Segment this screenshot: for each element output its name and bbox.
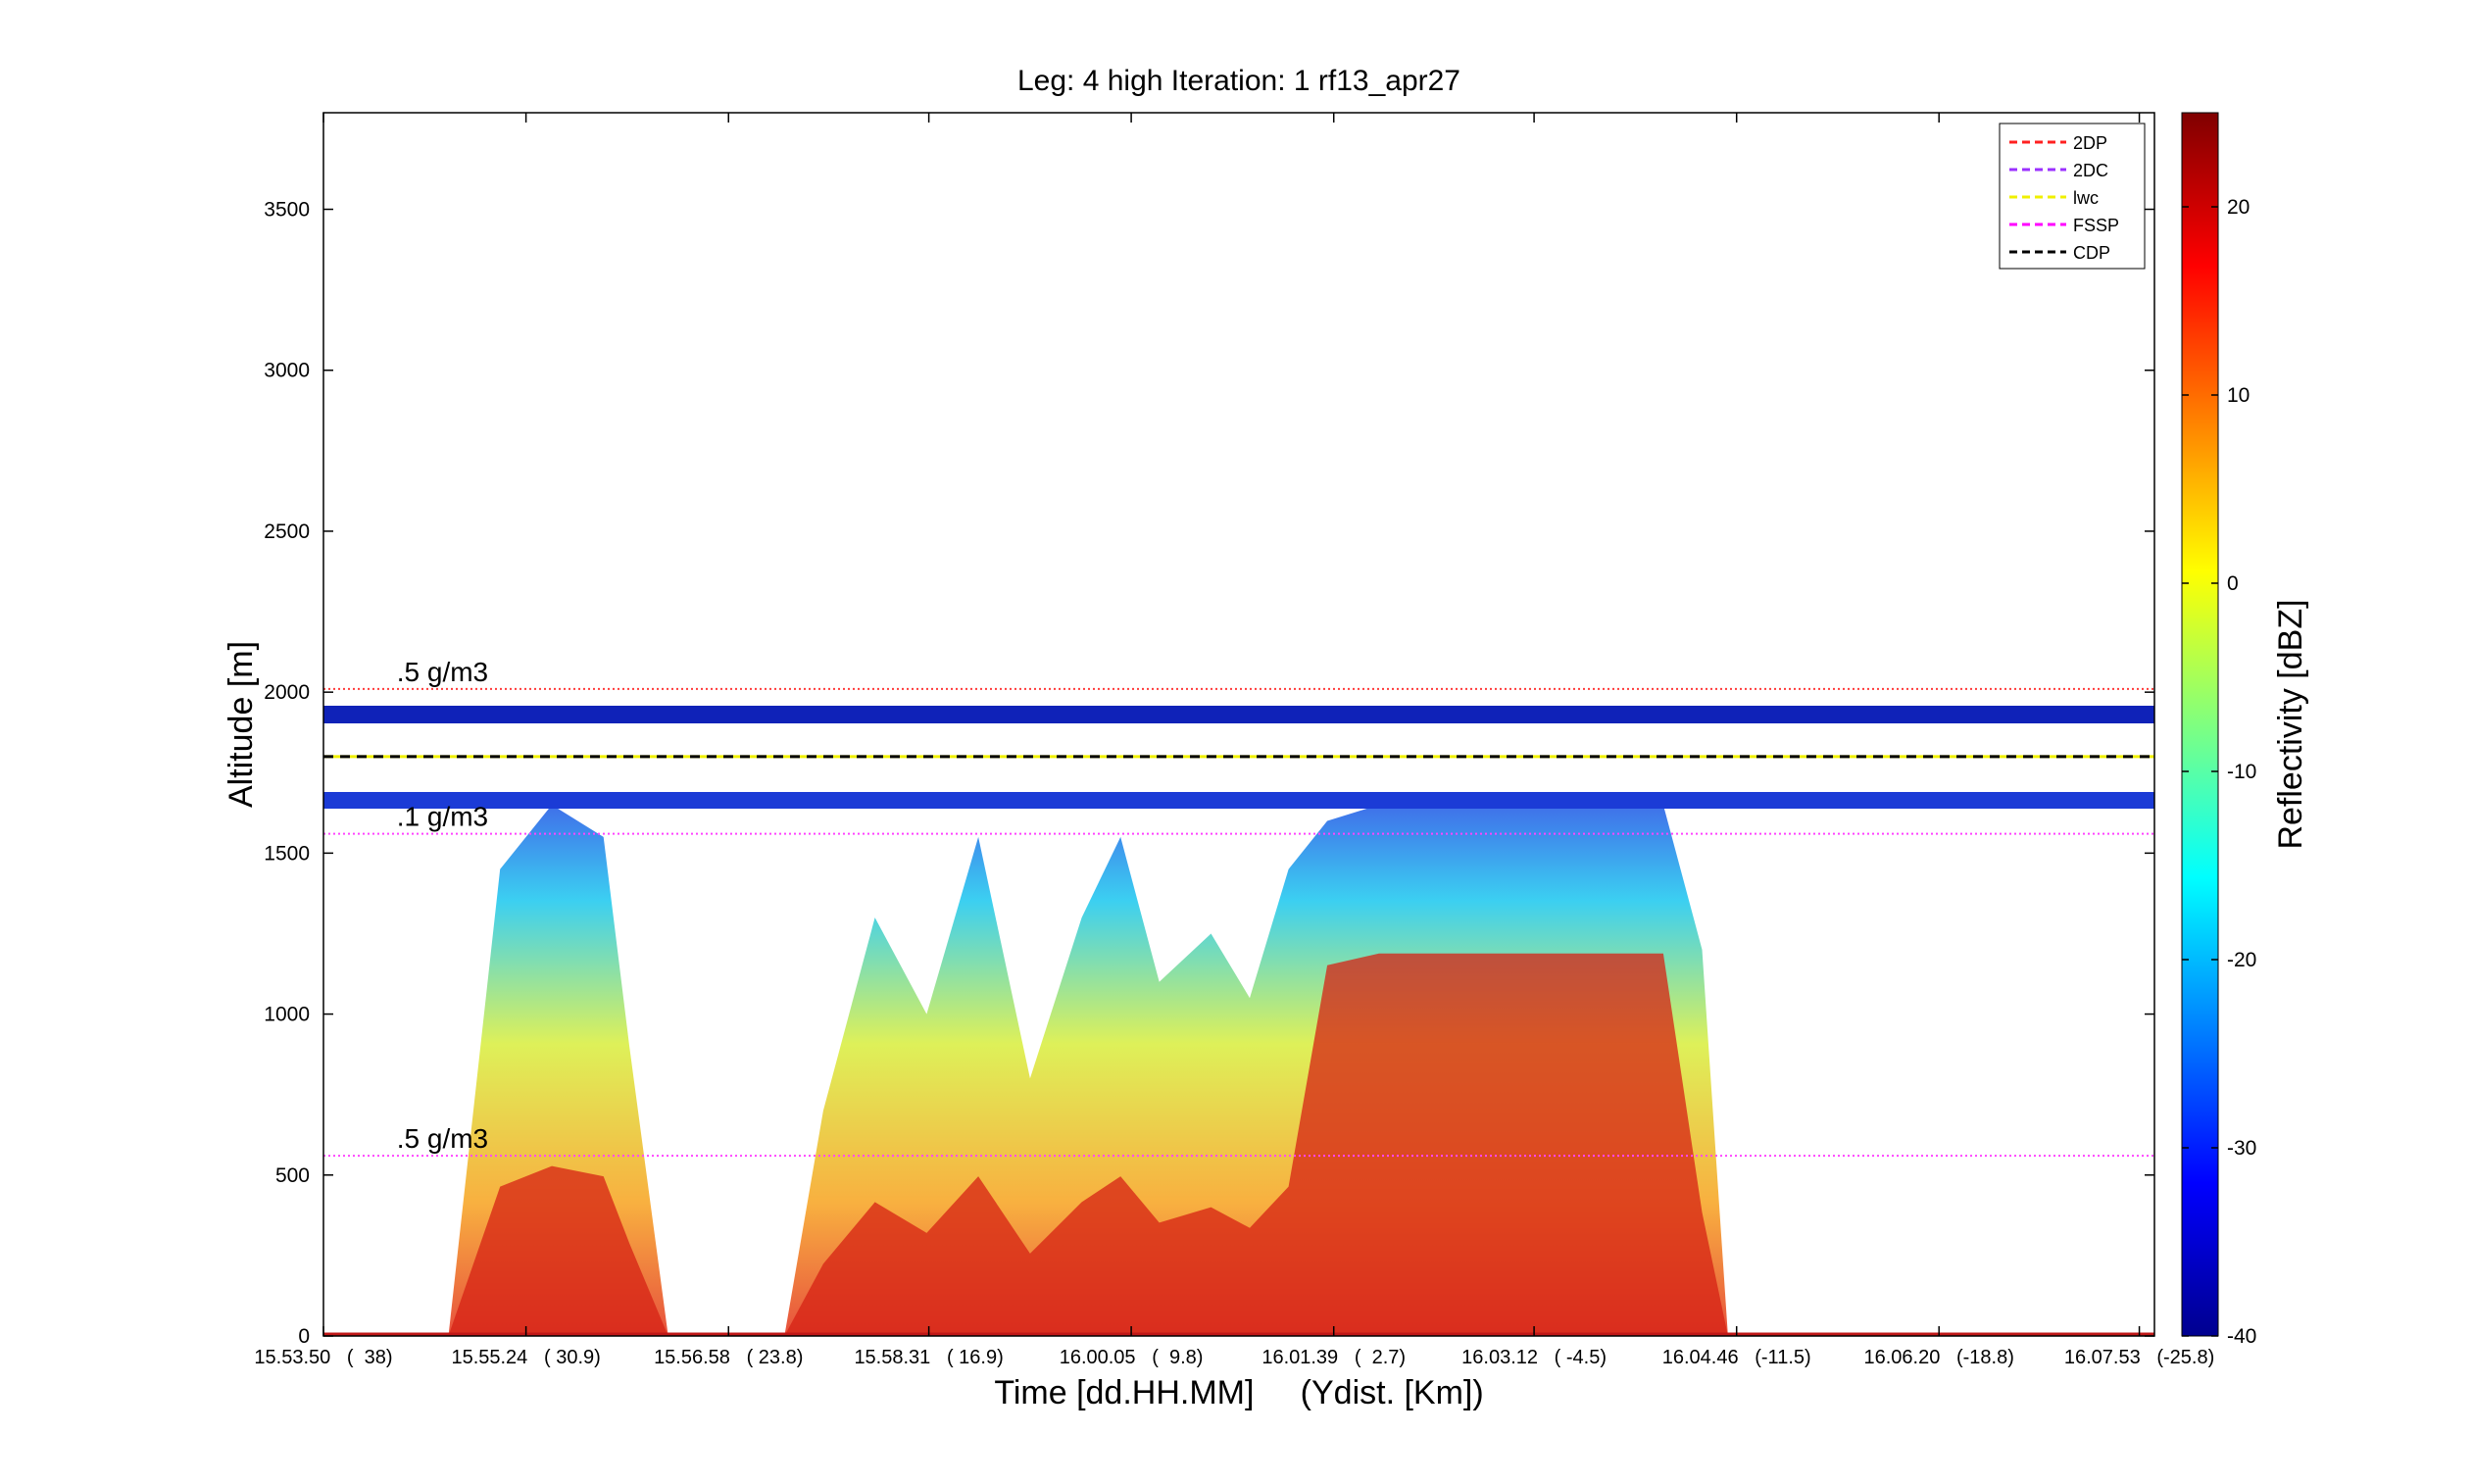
- legend-entry: 2DC: [2073, 161, 2108, 180]
- x-tick-label: 16.03.12 ( -4.5): [1461, 1347, 1607, 1368]
- legend-box: [1999, 123, 2146, 270]
- legend-entry: lwc: [2073, 188, 2099, 208]
- chart-title: Leg: 4 high Iteration: 1 rf13_apr27: [1017, 65, 1460, 97]
- high-reflectivity-core: [323, 953, 2154, 1336]
- reference-line-label: .5 g/m3: [397, 657, 488, 687]
- legend: 2DP 2DC lwc FSSP CDP: [1999, 123, 2146, 270]
- colorbar-tick-label: -30: [2227, 1137, 2256, 1160]
- x-tick-label: 15.56.58 ( 23.8): [654, 1347, 803, 1368]
- reference-line-label: .5 g/m3: [397, 1123, 488, 1154]
- x-tick-label: 16.01.39 ( 2.7): [1261, 1347, 1406, 1368]
- reference-line-label: .1 g/m3: [397, 802, 488, 832]
- y-tick-label: 3500: [264, 199, 310, 222]
- colorbar-tick-label: -20: [2227, 949, 2256, 971]
- x-tick-label: 16.07.53 (-25.8): [2064, 1347, 2214, 1368]
- colorbar: -40 -30 -20 -10 0 10 20: [2181, 112, 2256, 1348]
- reference-lines: [323, 687, 2154, 1158]
- upper-noise-band: [323, 706, 2154, 723]
- x-tick-label: 16.04.46 (-11.5): [1662, 1347, 1811, 1368]
- legend-entry: 2DP: [2073, 133, 2107, 153]
- colorbar-tick-label: 20: [2227, 196, 2250, 219]
- colorbar-tick-label: -10: [2227, 761, 2256, 783]
- x-tick-label: 16.06.20 (-18.8): [1863, 1347, 2013, 1368]
- y-tick-label: 1000: [264, 1004, 310, 1026]
- x-tick-label: 16.00.05 ( 9.8): [1060, 1347, 1204, 1368]
- x-tick-label: 15.55.24 ( 30.9): [451, 1347, 600, 1368]
- colorbar-gradient: [2181, 112, 2219, 1337]
- x-axis-label: Time [dd.HH.MM] (Ydist. [Km]): [994, 1374, 1483, 1411]
- colorbar-tick-label: -40: [2227, 1325, 2256, 1348]
- y-tick-label: 500: [275, 1164, 310, 1187]
- plot-area: 0 500 1000 1500 2000 2500 3000 3500 15.53.50 ( …: [254, 112, 2214, 1368]
- colorbar-label: Reflectivity [dBZ]: [2272, 599, 2309, 849]
- x-axis-ticks: 15.53.50 ( 38) 15.55.24 ( 30.9) 15.56.58 (…: [254, 113, 2214, 1368]
- legend-entry: CDP: [2073, 243, 2110, 263]
- y-tick-label: 2500: [264, 520, 310, 543]
- y-tick-label: 3000: [264, 360, 310, 382]
- y-axis-label: Altitude [m]: [223, 641, 260, 808]
- plot-frame: [322, 112, 2155, 1337]
- colorbar-tick-label: 0: [2227, 572, 2239, 595]
- y-tick-label: 2000: [264, 681, 310, 704]
- y-axis-ticks: 0 500 1000 1500 2000 2500 3000 3500: [264, 199, 2154, 1348]
- x-tick-label: 15.58.31 ( 16.9): [854, 1347, 1003, 1368]
- y-tick-label: 1500: [264, 842, 310, 865]
- x-tick-label: 15.53.50 ( 38): [254, 1347, 392, 1368]
- legend-entry: FSSP: [2073, 216, 2119, 235]
- y-tick-label: 0: [298, 1325, 310, 1348]
- lower-noise-band: [323, 792, 2154, 809]
- colorbar-tick-label: 10: [2227, 384, 2250, 407]
